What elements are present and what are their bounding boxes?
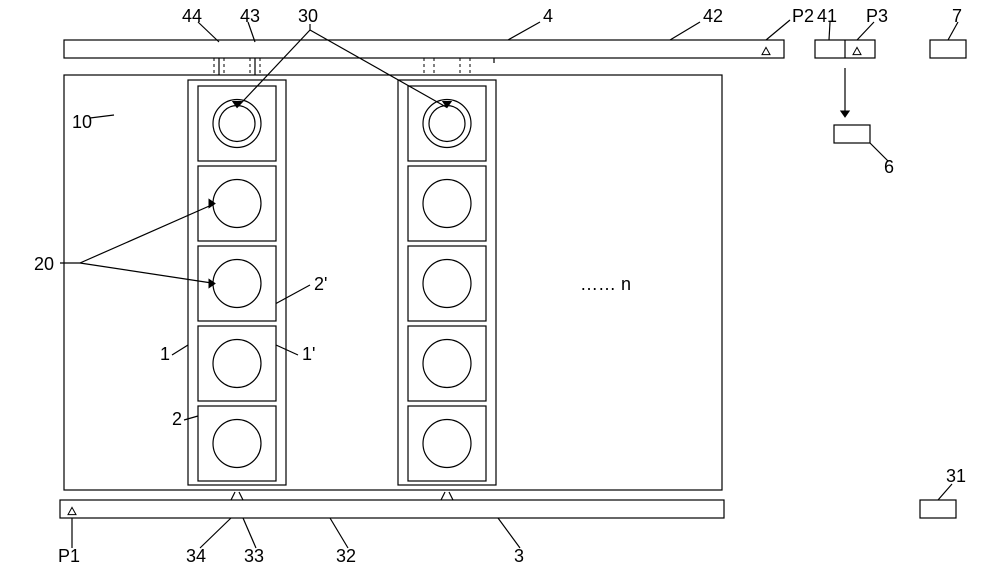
- svg-text:10: 10: [72, 112, 92, 132]
- svg-text:33: 33: [244, 546, 264, 566]
- svg-text:2: 2: [172, 409, 182, 429]
- svg-text:41: 41: [817, 6, 837, 26]
- svg-text:3: 3: [514, 546, 524, 566]
- svg-text:P2: P2: [792, 6, 814, 26]
- svg-text:30: 30: [298, 6, 318, 26]
- svg-text:P3: P3: [866, 6, 888, 26]
- svg-text:43: 43: [240, 6, 260, 26]
- svg-text:44: 44: [182, 6, 202, 26]
- svg-text:4: 4: [543, 6, 553, 26]
- svg-text:7: 7: [952, 6, 962, 26]
- svg-text:P1: P1: [58, 546, 80, 566]
- svg-text:20: 20: [34, 254, 54, 274]
- svg-text:6: 6: [884, 157, 894, 177]
- svg-text:32: 32: [336, 546, 356, 566]
- svg-text:…… n: …… n: [580, 274, 631, 294]
- svg-text:42: 42: [703, 6, 723, 26]
- svg-text:34: 34: [186, 546, 206, 566]
- svg-text:1': 1': [302, 344, 315, 364]
- svg-text:2': 2': [314, 274, 327, 294]
- svg-text:31: 31: [946, 466, 966, 486]
- svg-text:1: 1: [160, 344, 170, 364]
